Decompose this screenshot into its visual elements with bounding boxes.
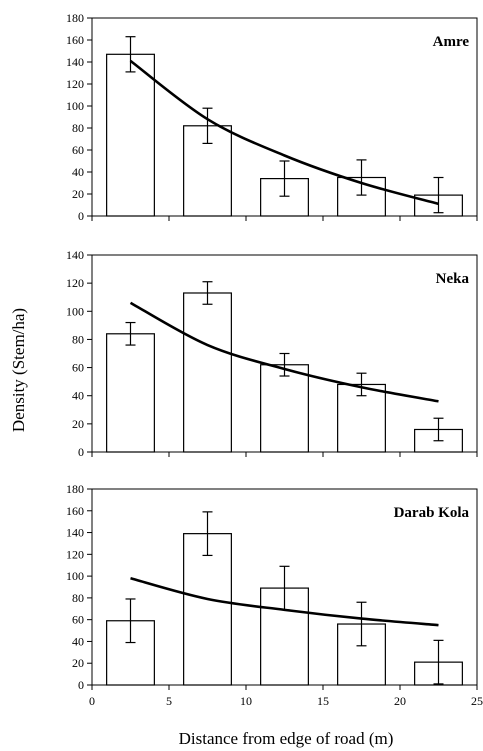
panel-3-x-tick-label: 20	[394, 694, 406, 708]
panel-3-y-tick-label: 160	[66, 504, 84, 518]
panel-3-y-tick-label: 100	[66, 569, 84, 583]
panel-3-y-tick-label: 20	[72, 656, 84, 670]
panel-2-title: Neka	[436, 271, 470, 287]
panel-2-y-tick-label: 140	[66, 248, 84, 262]
panel-3-x-tick-label: 0	[89, 694, 95, 708]
panel-1-bar	[183, 125, 232, 217]
panel-2-bar	[260, 364, 309, 453]
panel-1-y-tick-label: 160	[66, 33, 84, 47]
panel-3-x-tick-label: 10	[240, 694, 252, 708]
panel-3-bar	[183, 533, 232, 686]
y-axis-label: Density (Stem/ha)	[9, 308, 28, 432]
panel-3-x-tick-label: 25	[471, 694, 483, 708]
panel-2-y-tick-label: 40	[72, 389, 84, 403]
panel-3-trend-line	[130, 577, 439, 627]
panel-2-y-tick-label: 0	[78, 445, 84, 459]
panel-3-y-tick-label: 60	[72, 613, 84, 627]
panel-3-y-tick-label: 80	[72, 591, 84, 605]
panel-3-y-tick-label: 120	[66, 547, 84, 561]
panel-3-title: Darab Kola	[394, 505, 470, 521]
panel-2-y-tick-label: 80	[72, 332, 84, 346]
panel-2-trend-line	[129, 301, 439, 403]
panel-3-y-tick-label: 40	[72, 634, 84, 648]
panel-1-y-tick-label: 40	[72, 165, 84, 179]
panel-1-y-tick-label: 20	[72, 187, 84, 201]
panel-2-y-tick-label: 20	[72, 417, 84, 431]
panel-2-bar	[106, 333, 155, 453]
panel-3-x-tick-label: 5	[166, 694, 172, 708]
panel-1-title: Amre	[433, 34, 470, 50]
panel-1-y-tick-label: 60	[72, 143, 84, 157]
panel-3-y-tick-label: 180	[66, 482, 84, 496]
panel-1-y-tick-label: 180	[66, 11, 84, 25]
panel-1-y-tick-label: 120	[66, 77, 84, 91]
panel-1-y-tick-label: 80	[72, 121, 84, 135]
panel-1-y-tick-label: 140	[66, 55, 84, 69]
panel-1-bar	[106, 53, 155, 217]
x-axis-label: Distance from edge of road (m)	[179, 729, 394, 748]
panel-1-y-tick-label: 100	[66, 99, 84, 113]
panel-1-trend-line	[129, 59, 439, 206]
panel-2-y-tick-label: 120	[66, 276, 84, 290]
panel-2-y-tick-label: 60	[72, 361, 84, 375]
panel-2-y-tick-label: 100	[66, 304, 84, 318]
panel-2-bar	[183, 292, 232, 453]
panel-1-y-tick-label: 0	[78, 209, 84, 223]
panel-3-x-tick-label: 15	[317, 694, 329, 708]
panel-3-y-tick-label: 0	[78, 678, 84, 692]
panel-3-y-tick-label: 140	[66, 526, 84, 540]
